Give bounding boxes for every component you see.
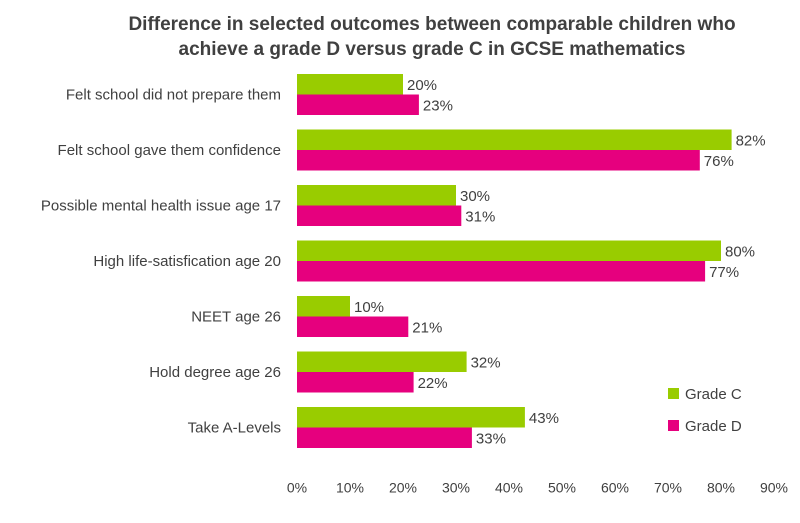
data-label-grade-d-hold-degree-age-26: 22% bbox=[418, 375, 448, 392]
data-label-grade-d-possible-mental-health-issue-age-17: 31% bbox=[465, 209, 495, 226]
legend-label-grade-d: Grade D bbox=[685, 418, 742, 435]
category-label-possible-mental-health-issue-age-17: Possible mental health issue age 17 bbox=[41, 198, 281, 215]
bar-grade-d-felt-school-gave-them-confidence bbox=[297, 150, 700, 171]
data-label-grade-d-felt-school-gave-them-confidence: 76% bbox=[704, 153, 734, 170]
data-label-grade-d-neet-age-26: 21% bbox=[412, 320, 442, 337]
legend: Grade C Grade D bbox=[668, 386, 742, 435]
bar-grade-d-neet-age-26 bbox=[297, 316, 409, 337]
legend-swatch-grade-c bbox=[668, 388, 679, 399]
legend-label-grade-c: Grade C bbox=[685, 386, 742, 403]
bar-grade-c-felt-school-did-not-prepare-them bbox=[297, 74, 403, 95]
chart-title-line-1: Difference in selected outcomes between … bbox=[128, 14, 735, 35]
plot-area: Felt school did not prepare them 20% 23% Fe… bbox=[41, 74, 788, 496]
bar-grade-d-take-a-levels bbox=[297, 427, 472, 448]
category-label-hold-degree-age-26: Hold degree age 26 bbox=[149, 364, 281, 381]
data-label-grade-c-possible-mental-health-issue-age-17: 30% bbox=[460, 188, 490, 205]
bar-grade-c-hold-degree-age-26 bbox=[297, 351, 467, 372]
legend-swatch-grade-d bbox=[668, 420, 679, 431]
bar-grade-c-felt-school-gave-them-confidence bbox=[297, 129, 732, 150]
bar-grade-d-hold-degree-age-26 bbox=[297, 372, 414, 393]
bar-grade-c-take-a-levels bbox=[297, 407, 525, 428]
x-tick-label-6: 60% bbox=[601, 480, 629, 496]
data-label-grade-c-take-a-levels: 43% bbox=[529, 410, 559, 427]
chart-title-line-2: achieve a grade D versus grade C in GCSE… bbox=[179, 39, 686, 60]
data-label-grade-c-high-life-satisfication-age-20: 80% bbox=[725, 244, 755, 261]
bar-grade-c-high-life-satisfication-age-20 bbox=[297, 240, 721, 261]
data-label-grade-d-felt-school-did-not-prepare-them: 23% bbox=[423, 98, 453, 115]
category-label-take-a-levels: Take A-Levels bbox=[188, 420, 281, 437]
x-tick-label-2: 20% bbox=[389, 480, 417, 496]
x-tick-label-1: 10% bbox=[336, 480, 364, 496]
data-label-grade-c-hold-degree-age-26: 32% bbox=[471, 355, 501, 372]
bar-grade-c-neet-age-26 bbox=[297, 296, 350, 317]
x-tick-label-0: 0% bbox=[287, 480, 307, 496]
x-tick-label-4: 40% bbox=[495, 480, 523, 496]
category-label-neet-age-26: NEET age 26 bbox=[191, 309, 281, 326]
x-tick-label-7: 70% bbox=[654, 480, 682, 496]
bar-grade-d-high-life-satisfication-age-20 bbox=[297, 261, 706, 282]
bar-grade-d-possible-mental-health-issue-age-17 bbox=[297, 205, 462, 226]
bar-grade-c-possible-mental-health-issue-age-17 bbox=[297, 185, 456, 206]
x-tick-label-3: 30% bbox=[442, 480, 470, 496]
data-label-grade-c-neet-age-26: 10% bbox=[354, 299, 384, 316]
category-label-felt-school-gave-them-confidence: Felt school gave them confidence bbox=[58, 142, 281, 159]
x-tick-label-8: 80% bbox=[707, 480, 735, 496]
x-tick-label-9: 90% bbox=[760, 480, 788, 496]
data-label-grade-c-felt-school-did-not-prepare-them: 20% bbox=[407, 77, 437, 94]
data-label-grade-c-felt-school-gave-them-confidence: 82% bbox=[736, 133, 766, 150]
x-tick-label-5: 50% bbox=[548, 480, 576, 496]
data-label-grade-d-take-a-levels: 33% bbox=[476, 431, 506, 448]
category-label-felt-school-did-not-prepare-them: Felt school did not prepare them bbox=[66, 87, 281, 104]
bar-grade-d-felt-school-did-not-prepare-them bbox=[297, 94, 419, 115]
data-label-grade-d-high-life-satisfication-age-20: 77% bbox=[709, 264, 739, 281]
category-label-high-life-satisfication-age-20: High life-satisfication age 20 bbox=[93, 253, 281, 270]
